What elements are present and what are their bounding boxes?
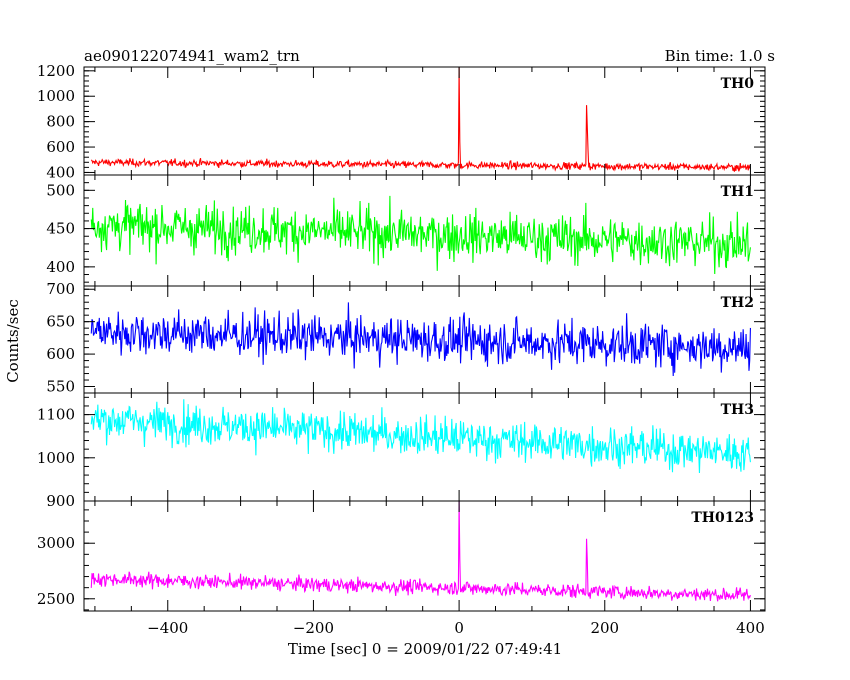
y-tick-label: 1000 xyxy=(37,449,75,467)
panel-th0123: 2500 3000 TH0123 xyxy=(37,500,766,612)
y-tick-label: 400 xyxy=(46,163,75,181)
x-tick-label: 200 xyxy=(590,619,619,637)
y-tick-label: 600 xyxy=(46,345,75,363)
x-tick-label: −200 xyxy=(293,619,334,637)
y-tick-label: 500 xyxy=(46,181,75,199)
x-tick-label: 400 xyxy=(736,619,765,637)
panel-th1: 400 450 500 TH1 xyxy=(46,174,766,287)
y-tick-label: 550 xyxy=(46,378,75,396)
y-axis-label: Counts/sec xyxy=(4,299,22,383)
panels-group: 400 600 800 1000 1200 TH0 400 450 500 TH1 550 600 65… xyxy=(37,62,766,637)
y-tick-label: 2500 xyxy=(37,590,75,608)
y-tick-label: 400 xyxy=(46,258,75,276)
panel-frame xyxy=(83,500,766,612)
series-line-th1 xyxy=(90,195,751,275)
panel-th0: 400 600 800 1000 1200 TH0 xyxy=(37,62,766,181)
panel-label: TH0123 xyxy=(691,510,754,526)
y-tick-label: 450 xyxy=(46,220,75,238)
series-line-th0 xyxy=(90,67,751,172)
x-axis-label: Time [sec] 0 = 2009/01/22 07:49:41 xyxy=(288,640,562,658)
chart-title-left: ae090122074941_wam2_trn xyxy=(84,47,300,65)
panel-th3: 900 1000 1100 TH3 xyxy=(37,392,766,510)
y-tick-label: 700 xyxy=(46,280,75,298)
series-line-th0123 xyxy=(90,501,751,602)
y-tick-label: 3000 xyxy=(37,534,75,552)
y-tick-label: 650 xyxy=(46,313,75,331)
y-tick-label: 1000 xyxy=(37,87,75,105)
y-tick-label: 900 xyxy=(46,492,75,510)
y-tick-label: 600 xyxy=(46,138,75,156)
panel-label: TH1 xyxy=(721,184,754,200)
x-tick-label: 0 xyxy=(454,619,464,637)
panel-label: TH2 xyxy=(721,295,754,311)
panel-frame xyxy=(83,66,766,176)
panel-label: TH0 xyxy=(721,76,755,92)
y-tick-label: 800 xyxy=(46,113,75,131)
y-tick-label: 1200 xyxy=(37,62,75,80)
series-line-th3 xyxy=(90,399,751,473)
y-tick-label: 1100 xyxy=(37,406,75,424)
panel-label: TH3 xyxy=(721,402,754,418)
series-line-th2 xyxy=(90,302,751,376)
x-tick-label: −400 xyxy=(147,619,188,637)
panel-th2: 550 600 650 700 TH2 xyxy=(46,280,766,396)
chart-title-right: Bin time: 1.0 s xyxy=(665,47,775,65)
